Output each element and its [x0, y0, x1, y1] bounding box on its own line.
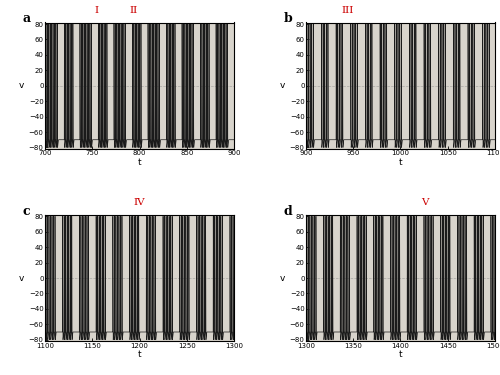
Text: b: b [283, 12, 292, 26]
X-axis label: t: t [398, 350, 402, 359]
X-axis label: t: t [398, 158, 402, 167]
Text: II: II [130, 6, 138, 15]
Text: a: a [22, 12, 30, 26]
X-axis label: t: t [138, 158, 141, 167]
Text: d: d [283, 205, 292, 218]
Text: IV: IV [134, 198, 145, 207]
Text: I: I [94, 6, 98, 15]
Text: V: V [422, 198, 429, 207]
Y-axis label: v: v [280, 273, 285, 282]
Text: c: c [22, 205, 30, 218]
Text: III: III [342, 6, 353, 15]
X-axis label: t: t [138, 350, 141, 359]
Y-axis label: v: v [280, 81, 285, 90]
Y-axis label: v: v [19, 81, 24, 90]
Y-axis label: v: v [19, 273, 24, 282]
